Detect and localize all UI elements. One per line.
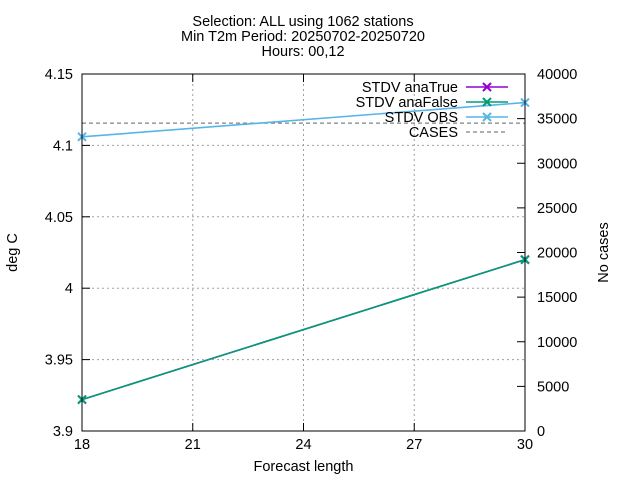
y2-tick-label: 10000 bbox=[537, 335, 577, 351]
series-line bbox=[81, 101, 526, 138]
chart-title-line: Hours: 00,12 bbox=[261, 44, 344, 60]
legend-label: STDV anaTrue bbox=[362, 80, 458, 96]
y-tick-label: 4.1 bbox=[53, 138, 73, 154]
y-tick-label: 4 bbox=[65, 281, 73, 297]
x-tick-label: 24 bbox=[295, 437, 311, 453]
y2-axis-label: No cases bbox=[596, 222, 612, 282]
data-point bbox=[482, 97, 492, 107]
y-tick-label: 4.15 bbox=[45, 67, 73, 83]
x-tick-label: 18 bbox=[74, 437, 90, 453]
y-tick-label: 4.05 bbox=[45, 210, 73, 226]
x-axis-label: Forecast length bbox=[254, 459, 354, 475]
y-tick-label: 3.9 bbox=[53, 424, 73, 440]
legend-label: STDV OBS bbox=[385, 110, 458, 126]
data-point bbox=[482, 112, 492, 122]
x-tick-label: 21 bbox=[185, 437, 201, 453]
data-point bbox=[482, 82, 492, 92]
y2-tick-label: 20000 bbox=[537, 246, 577, 262]
x-tick-label: 30 bbox=[517, 437, 533, 453]
y2-tick-label: 0 bbox=[537, 424, 545, 440]
y2-tick-label: 35000 bbox=[537, 112, 577, 128]
series-line bbox=[81, 258, 526, 401]
legend-label: STDV anaFalse bbox=[356, 95, 458, 111]
y2-tick-label: 15000 bbox=[537, 290, 577, 306]
y2-tick-label: 40000 bbox=[537, 67, 577, 83]
y-axis-label: deg C bbox=[5, 233, 21, 272]
series-stdv-anafalse bbox=[77, 254, 530, 405]
plot-frame bbox=[81, 73, 526, 432]
grid bbox=[82, 74, 525, 431]
legend-label: CASES bbox=[409, 125, 458, 141]
ticks: 18 21 24 27 30 3.9 3.95 4 4.05 4.1 4.15 0 5000 10000 1… bbox=[45, 67, 578, 453]
y2-tick-label: 5000 bbox=[537, 379, 569, 395]
chart-title-line: Selection: ALL using 1062 stations bbox=[192, 14, 413, 30]
y2-tick-label: 30000 bbox=[537, 156, 577, 172]
chart-title-line: Min T2m Period: 20250702-20250720 bbox=[181, 29, 425, 45]
x-tick-label: 27 bbox=[406, 437, 422, 453]
y-tick-label: 3.95 bbox=[45, 353, 73, 369]
y2-tick-label: 25000 bbox=[537, 201, 577, 217]
